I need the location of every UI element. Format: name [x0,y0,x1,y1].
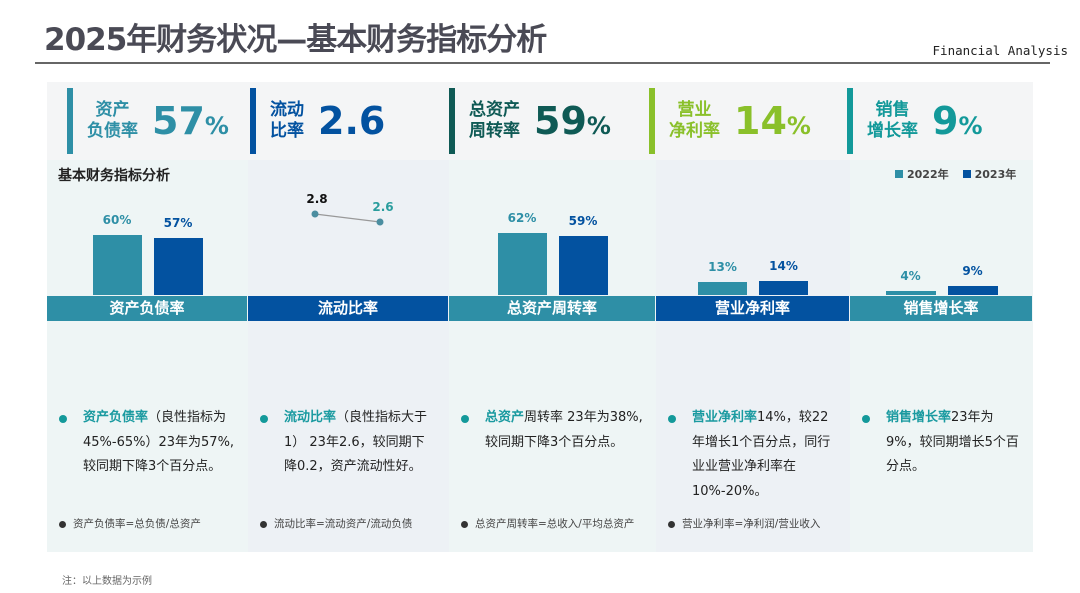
bar-value-label: 14% [769,259,798,273]
indicator-formula: 流动比率=流动资产/流动负债 [260,518,441,531]
kpi-value: 57% [152,99,229,143]
page-title: 2025年财务状况—基本财务指标分析 [44,22,547,58]
bar-2022年 [92,235,142,295]
line-chart [311,210,384,226]
indicator-description: 营业净利率14%，较22年增长1个百分点，同行业业营业净利率在10%-20%。 [666,406,838,504]
footnote: 注：以上数据为示例 [62,576,152,587]
bullet-icon [461,415,469,423]
indicator-header: 流动比率 [248,296,448,321]
kpi-band: 资产 负债率 57% 流动 比率 2.6 总资产 周转率 59% 营业 净利率 14% … [47,82,1033,160]
bar-value-label: 59% [568,214,598,228]
kpi-value: 59% [534,99,611,143]
kpi-accent-bar [649,88,655,154]
bullet-icon [862,415,870,423]
bar-2023年 [947,286,998,295]
indicator-column: 2.8 2.6 流动比率流动比率（良性指标大于1） 23年2.6，较同期下降0.2，… [248,160,449,552]
indicator-column: 4% 9% 销售增长率销售增长率23年为9%，较同期增长5个百分点。 [850,160,1033,552]
indicator-description: 流动比率（良性指标大于1） 23年2.6，较同期下降0.2，资产流动性好。 [258,406,437,480]
bar-2023年 [153,238,203,295]
kpi-label: 总资产 周转率 [469,100,520,141]
kpi-accent-bar [847,88,853,154]
indicator-formula: 营业净利率=净利润/营业收入 [668,518,842,531]
indicator-column: 62% 59% 总资产周转率总资产周转率 23年为38%,较同期下降3个百分点。总资… [449,160,656,552]
bar-value-label: 9% [962,264,983,278]
kpi-value: 2.6 [318,99,386,143]
indicator-header: 资产负债率 [47,296,247,321]
chart-legend: 2022年 2023年 [895,166,1016,182]
bar-value-label: 62% [507,211,537,225]
bar-value-label: 60% [102,213,132,227]
indicator-formula: 资产负债率=总负债/总资产 [59,518,240,531]
indicator-column: 60% 57% 资产负债率资产负债率（良性指标为45%-65%）23年为57%,较同… [47,160,248,552]
bullet-icon [260,521,267,528]
section-title: 基本财务指标分析 [58,168,170,184]
kpi-value: 9% [932,99,983,143]
data-point [376,218,384,226]
bullet-icon [59,521,66,528]
kpi-card: 营业 净利率 14% [649,88,811,154]
kpi-label: 营业 净利率 [669,100,720,141]
bar-2023年 [759,281,808,295]
legend-item-2023: 2023年 [962,166,1016,182]
indicator-header: 销售增长率 [850,296,1032,321]
bar-value-label: 4% [900,269,921,283]
title-divider [35,62,1050,64]
page-subtitle: Financial Analysis [932,43,1068,58]
kpi-value: 14% [734,99,811,143]
indicator-header: 营业净利率 [656,296,849,321]
data-point [311,210,319,218]
kpi-card: 资产 负债率 57% [67,88,229,154]
bullet-icon [668,415,676,423]
legend-item-2022: 2022年 [895,166,949,182]
indicator-description: 总资产周转率 23年为38%,较同期下降3个百分点。 [459,406,644,455]
bullet-icon [59,415,67,423]
point-label: 2.8 [306,192,328,206]
indicator-column: 13% 14% 营业净利率营业净利率14%，较22年增长1个百分点，同行业业营业净利… [656,160,850,552]
bar-value-label: 57% [163,216,193,230]
kpi-label: 销售 增长率 [867,100,918,141]
kpi-accent-bar [449,88,455,154]
bar-2022年 [497,233,547,295]
bar-value-label: 13% [708,260,737,274]
indicator-description: 资产负债率（良性指标为45%-65%）23年为57%,较同期下降3个百分点。 [57,406,236,480]
bullet-icon [668,521,675,528]
indicator-description: 销售增长率23年为9%，较同期增长5个百分点。 [860,406,1021,480]
kpi-label: 流动 比率 [270,100,304,141]
bullet-icon [461,521,468,528]
indicator-formula: 总资产周转率=总收入/平均总资产 [461,518,648,531]
series-line [314,213,381,223]
indicator-header: 总资产周转率 [449,296,655,321]
kpi-card: 总资产 周转率 59% [449,88,611,154]
kpi-label: 资产 负债率 [87,100,138,141]
kpi-accent-bar [67,88,73,154]
bar-2023年 [558,236,608,295]
bar-2022年 [885,291,936,295]
kpi-card: 流动 比率 2.6 [250,88,385,154]
kpi-card: 销售 增长率 9% [847,88,983,154]
bullet-icon [260,415,268,423]
bar-2022年 [698,282,747,295]
point-label: 2.6 [372,200,394,214]
kpi-accent-bar [250,88,256,154]
